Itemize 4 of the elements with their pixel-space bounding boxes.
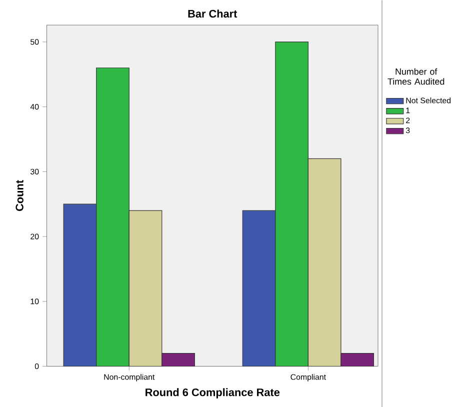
y-axis-title: Count [16,180,24,211]
x-axis-title: Round 6 Compliance Rate [146,388,280,398]
chart-title: Bar Chart [188,9,238,18]
legend-title: Number of Times Audited [388,68,444,85]
